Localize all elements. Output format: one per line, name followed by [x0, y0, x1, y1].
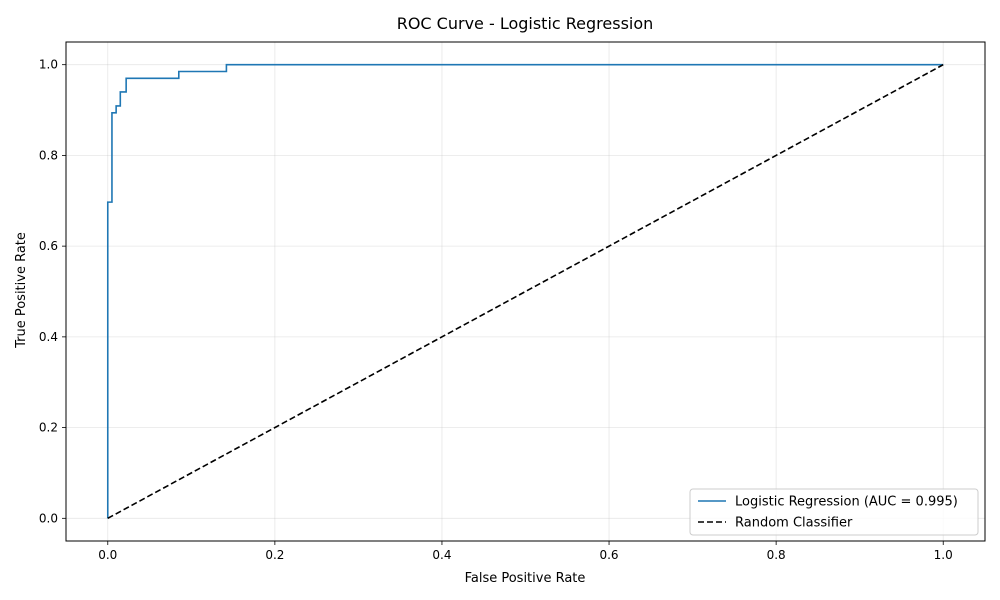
y-tick-label: 0.4	[39, 330, 58, 344]
x-tick-label: 0.4	[432, 548, 451, 562]
y-tick-label: 0.8	[39, 148, 58, 162]
chart-title: ROC Curve - Logistic Regression	[397, 14, 654, 33]
legend-entry-label: Logistic Regression (AUC = 0.995)	[735, 495, 958, 510]
ticks: 0.0 0.2 0.4 0.6 0.8 1.0 0.0 0.2 0.4 0.6 0.8 1.0	[39, 58, 953, 562]
roc-curve-line	[106, 63, 944, 519]
y-tick-label: 0.2	[39, 421, 58, 435]
x-tick-label: 0.2	[265, 548, 284, 562]
y-axis-label: True Positive Rate	[14, 232, 29, 349]
x-tick-label: 0.8	[767, 548, 786, 562]
legend: Logistic Regression (AUC = 0.995) Random …	[689, 488, 979, 536]
x-tick-label: 0.0	[98, 548, 117, 562]
random-classifier-line	[107, 63, 944, 520]
x-axis-label: False Positive Rate	[465, 571, 586, 586]
series-layer	[106, 63, 944, 520]
x-tick-label: 1.0	[934, 548, 953, 562]
x-tick-label: 0.6	[599, 548, 618, 562]
legend-box	[689, 488, 979, 536]
y-tick-label: 0.0	[39, 511, 58, 525]
y-tick-label: 0.6	[39, 239, 58, 253]
y-tick-label: 1.0	[39, 58, 58, 72]
legend-entry-label: Random Classifier	[735, 516, 853, 531]
plot-frame	[65, 41, 986, 542]
